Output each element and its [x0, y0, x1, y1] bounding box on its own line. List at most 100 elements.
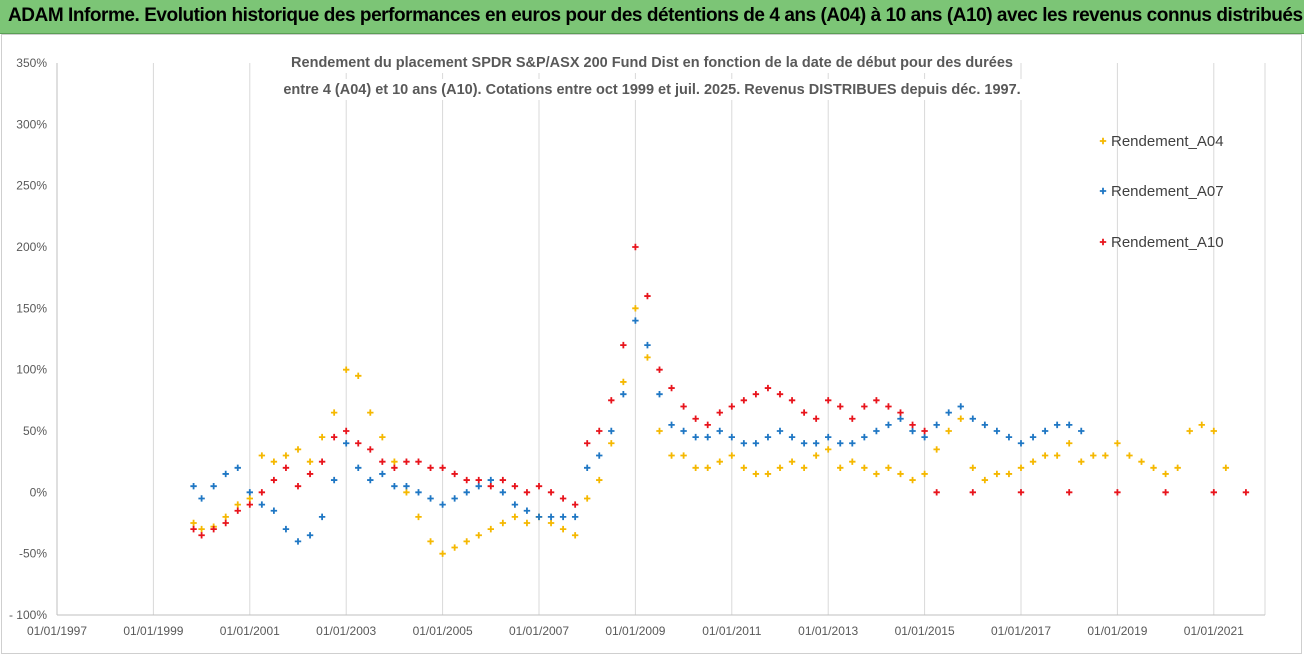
- data-point: [849, 458, 855, 464]
- data-point: [933, 446, 939, 452]
- data-point: [271, 508, 277, 514]
- data-point: [668, 422, 674, 428]
- data-point: [259, 489, 265, 495]
- data-point: [379, 471, 385, 477]
- data-point: [825, 434, 831, 440]
- data-point: [439, 501, 445, 507]
- data-point: [765, 385, 771, 391]
- data-point: [584, 440, 590, 446]
- chart-title-line: entre 4 (A04) et 10 ans (A10). Cotations…: [283, 82, 1020, 98]
- data-point: [717, 409, 723, 415]
- data-point: [596, 428, 602, 434]
- data-point: [885, 422, 891, 428]
- y-tick-label: 350%: [16, 56, 47, 70]
- data-point: [958, 416, 964, 422]
- data-point: [427, 495, 433, 501]
- data-point: [909, 428, 915, 434]
- data-point: [391, 458, 397, 464]
- data-point: [235, 508, 241, 514]
- data-point: [259, 452, 265, 458]
- data-point: [548, 489, 554, 495]
- data-point: [946, 428, 952, 434]
- data-point: [512, 501, 518, 507]
- y-tick-label: 150%: [16, 301, 47, 315]
- data-point: [476, 532, 482, 538]
- data-point: [632, 244, 638, 250]
- chart-title: Rendement du placement SPDR S&P/ASX 200 …: [272, 52, 1032, 100]
- data-point: [560, 495, 566, 501]
- data-point: [656, 428, 662, 434]
- legend-marker: [1100, 239, 1106, 245]
- data-point: [500, 520, 506, 526]
- data-point: [717, 458, 723, 464]
- data-point: [994, 428, 1000, 434]
- data-point: [536, 483, 542, 489]
- y-tick-label: 50%: [23, 424, 47, 438]
- data-point: [982, 477, 988, 483]
- data-point: [970, 489, 976, 495]
- data-point: [1030, 434, 1036, 440]
- y-tick-label: - 100%: [9, 608, 47, 622]
- data-point: [355, 373, 361, 379]
- data-point: [476, 477, 482, 483]
- data-point: [801, 440, 807, 446]
- data-point: [331, 434, 337, 440]
- data-point: [1126, 452, 1132, 458]
- data-point: [656, 366, 662, 372]
- data-point: [946, 409, 952, 415]
- data-point: [367, 446, 373, 452]
- series-Rendement_A10: [190, 244, 1249, 539]
- data-point: [451, 544, 457, 550]
- data-point: [632, 305, 638, 311]
- data-point: [1199, 422, 1205, 428]
- data-point: [777, 428, 783, 434]
- data-point: [668, 385, 674, 391]
- data-point: [608, 428, 614, 434]
- data-point: [620, 391, 626, 397]
- data-point: [439, 550, 445, 556]
- x-tick-label: 01/01/1997: [27, 624, 87, 638]
- data-point: [1018, 489, 1024, 495]
- data-point: [873, 428, 879, 434]
- x-tick-label: 01/01/2013: [798, 624, 858, 638]
- data-point: [500, 477, 506, 483]
- data-point: [741, 440, 747, 446]
- data-point: [753, 440, 759, 446]
- data-point: [1006, 434, 1012, 440]
- data-point: [488, 477, 494, 483]
- data-point: [813, 416, 819, 422]
- data-point: [379, 434, 385, 440]
- data-point: [897, 409, 903, 415]
- data-point: [1066, 440, 1072, 446]
- data-point: [451, 471, 457, 477]
- legend-marker: [1100, 138, 1106, 144]
- data-point: [1114, 440, 1120, 446]
- data-point: [921, 428, 927, 434]
- y-tick-label: 100%: [16, 363, 47, 377]
- data-point: [909, 477, 915, 483]
- data-point: [1211, 489, 1217, 495]
- x-tick-label: 01/01/1999: [123, 624, 183, 638]
- data-point: [729, 403, 735, 409]
- data-point: [1211, 428, 1217, 434]
- data-point: [488, 483, 494, 489]
- x-tick-label: 01/01/2001: [220, 624, 280, 638]
- grid-layer: [57, 63, 1265, 615]
- data-point: [464, 489, 470, 495]
- data-point: [572, 514, 578, 520]
- x-tick-label: 01/01/2011: [702, 624, 761, 638]
- data-point: [1018, 440, 1024, 446]
- x-tick-label: 01/01/2003: [316, 624, 376, 638]
- data-point: [692, 416, 698, 422]
- y-tick-label: 200%: [16, 240, 47, 254]
- data-point: [596, 477, 602, 483]
- data-point: [632, 317, 638, 323]
- data-point: [198, 532, 204, 538]
- data-point: [813, 440, 819, 446]
- data-point: [1078, 428, 1084, 434]
- data-point: [190, 520, 196, 526]
- data-point: [355, 465, 361, 471]
- data-point: [355, 440, 361, 446]
- data-point: [668, 452, 674, 458]
- data-point: [331, 477, 337, 483]
